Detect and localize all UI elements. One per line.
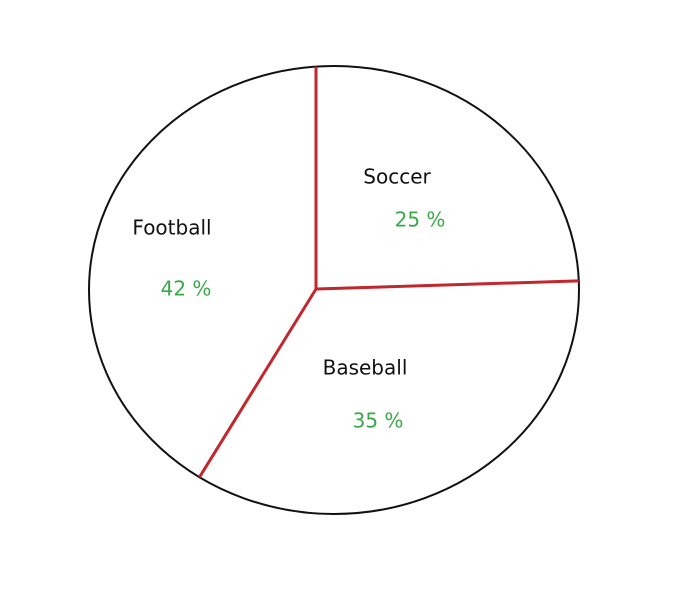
pie-outline: [88, 65, 580, 515]
pie-slice: [89, 66, 316, 478]
slice-label: Soccer: [363, 165, 431, 189]
pie-slice: [199, 280, 579, 514]
slices: [89, 66, 579, 514]
slice-label: Football: [132, 216, 211, 240]
slice-label: Baseball: [323, 356, 408, 380]
pie-slice: [316, 66, 579, 289]
value-label: 25 %: [395, 208, 446, 232]
value-label: 42 %: [161, 277, 212, 301]
slice-separator: [198, 288, 318, 478]
value-label: 35 %: [353, 409, 404, 433]
slice-separator: [315, 279, 579, 291]
separators: [198, 66, 579, 478]
